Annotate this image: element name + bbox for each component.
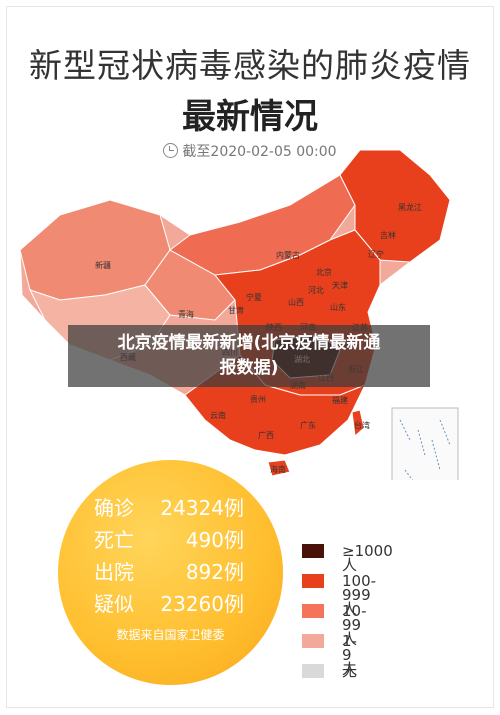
- legend-swatch: [302, 634, 324, 648]
- inset-dashes: [399, 419, 451, 480]
- page-title: 新型冠状病毒感染的肺炎疫情: [29, 46, 471, 85]
- map-label: 青海: [178, 309, 194, 319]
- china-map: 新疆 西藏 青海 甘肃 内蒙古 宁夏 陕西 山西 北京 河北 天津 山东 河南 …: [19, 150, 459, 480]
- timestamp-text: 截至2020-02-05 00:00: [182, 144, 337, 160]
- map-label: 山西: [288, 297, 304, 307]
- map-label: 广西: [258, 430, 274, 440]
- headline-line-2: 报数据): [219, 358, 279, 378]
- map-label: 河北: [308, 285, 324, 295]
- map-label: 吉林: [380, 230, 396, 240]
- page-subtitle: 最新情况: [182, 97, 318, 137]
- timestamp: 截至2020-02-05 00:00: [7, 141, 493, 161]
- map-label: 台湾: [354, 420, 370, 430]
- map-label: 广东: [300, 420, 316, 430]
- legend-label: 100-999人: [342, 572, 377, 618]
- clock-icon: [163, 143, 179, 158]
- map-label: 辽宁: [368, 249, 384, 259]
- region-northeast: [339, 150, 451, 263]
- stat-recovered-label: 出院: [94, 560, 134, 584]
- map-label: 福建: [332, 395, 348, 405]
- legend-label: 10-99人: [342, 602, 367, 648]
- headline-line-1: 北京疫情最新新增(北京疫情最新通: [117, 333, 381, 353]
- map-label: 宁夏: [246, 292, 262, 302]
- map-label: 云南: [210, 410, 226, 420]
- stat-deaths-value: 490例: [185, 528, 244, 552]
- map-label: 天津: [332, 280, 348, 290]
- region-hainan: [267, 459, 291, 477]
- map-label: 内蒙古: [276, 250, 300, 260]
- map-label: 甘肃: [228, 305, 244, 315]
- stat-confirmed-value: 24324例: [160, 496, 244, 520]
- stat-suspected-value: 23260例: [160, 592, 244, 616]
- legend-swatch: [302, 664, 324, 678]
- headline-text: 北京疫情最新新增(北京疫情最新通 报数据): [68, 331, 430, 381]
- map-label: 贵州: [250, 394, 266, 404]
- south-china-sea-inset: [391, 407, 459, 480]
- stat-deaths-label: 死亡: [94, 528, 134, 552]
- legend-swatch: [302, 574, 324, 588]
- headline-overlay: 北京疫情最新新增(北京疫情最新通 报数据): [68, 325, 430, 387]
- map-label: 北京: [316, 267, 332, 277]
- map-label: 海南: [270, 464, 286, 474]
- legend-swatch: [302, 604, 324, 618]
- legend-label: ≥1000人: [342, 542, 393, 574]
- legend-swatch: [302, 544, 324, 558]
- stat-confirmed-label: 确诊: [94, 496, 134, 520]
- stat-recovered-value: 892例: [185, 560, 244, 584]
- data-source: 数据来自国家卫健委: [116, 628, 225, 642]
- map-label: 新疆: [95, 260, 111, 270]
- map-label: 黑龙江: [398, 202, 422, 212]
- stats-circle: 确诊 24324例 死亡 490例 出院 892例 疑似 23260例 数据来自…: [58, 460, 283, 685]
- region-taiwan: [351, 409, 365, 438]
- legend-label: 无: [342, 662, 358, 680]
- stat-suspected-label: 疑似: [94, 592, 134, 616]
- legend-label: 1-9人: [342, 632, 358, 678]
- map-label: 山东: [330, 302, 346, 312]
